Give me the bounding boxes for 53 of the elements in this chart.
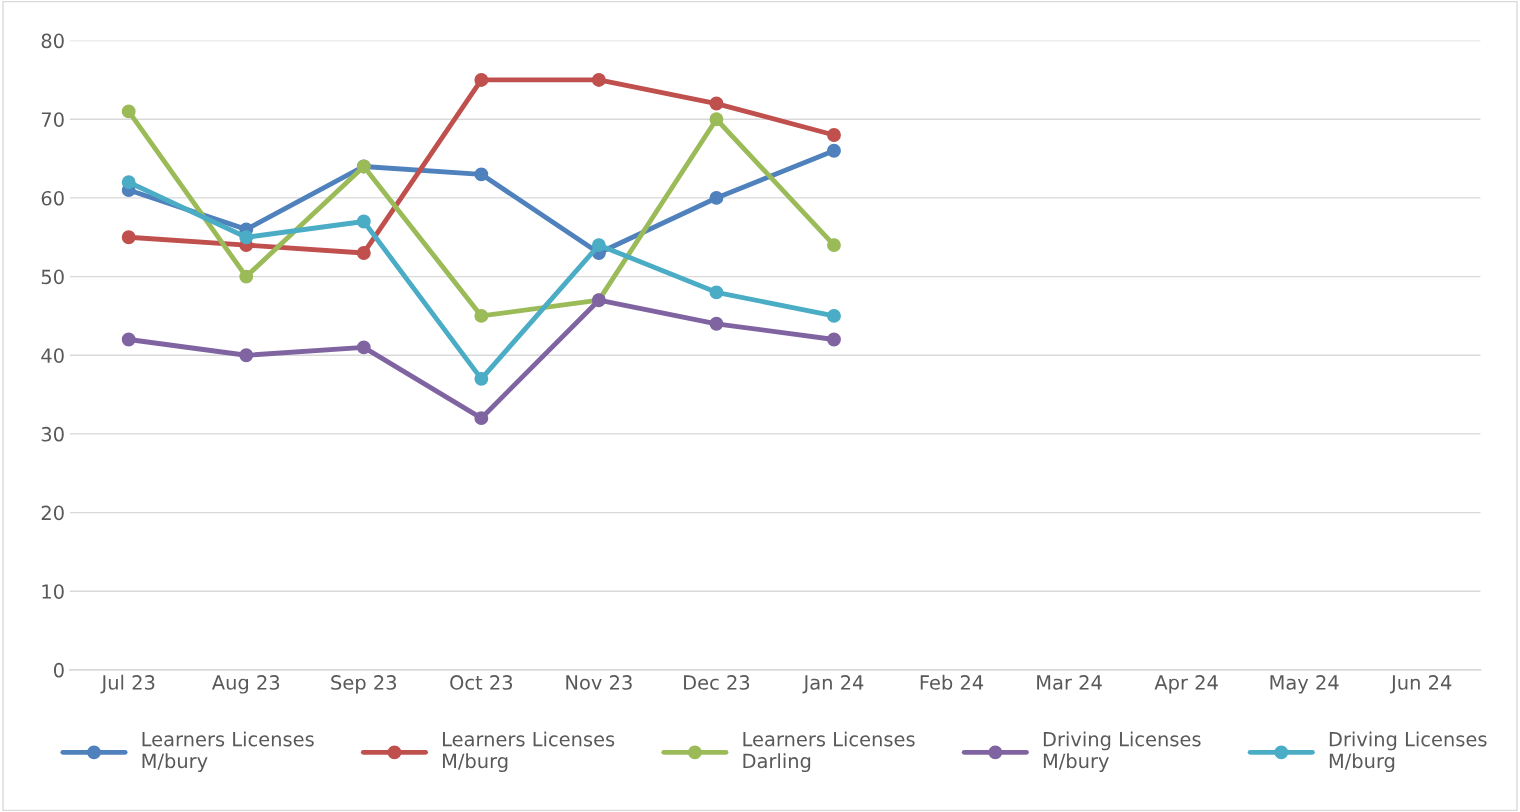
point: [827, 332, 841, 347]
x-tick-label: Mar 24: [1037, 675, 1102, 690]
x-tick-label: Apr 24: [1154, 675, 1218, 694]
y-tick-label: 60: [41, 190, 64, 206]
point: [827, 238, 841, 253]
legend-label: Learners Licenses Darling: [743, 731, 915, 773]
point: [474, 308, 489, 323]
x-tick-label: Jan 24: [802, 675, 864, 694]
x-tick-label: Nov 23: [566, 675, 632, 690]
x-tick-label: Feb 24: [920, 674, 984, 690]
x-tick-label: May 24: [1270, 675, 1339, 694]
y-tick-label: 40: [41, 348, 64, 363]
y-tick-label: 0: [53, 662, 64, 678]
point: [474, 72, 489, 87]
point: [709, 96, 724, 111]
point: [709, 190, 724, 205]
x-tick-label: Oct 23: [450, 675, 513, 690]
point: [474, 371, 489, 386]
y-tick-label: 80: [41, 33, 64, 49]
point: [239, 230, 254, 245]
point: [474, 167, 489, 182]
point: [709, 112, 724, 127]
point: [239, 348, 254, 363]
point: [709, 285, 724, 300]
point: [356, 340, 371, 355]
point: [591, 238, 606, 253]
point: [591, 72, 606, 87]
point: [356, 214, 371, 229]
y-tick-label: 50: [41, 269, 64, 285]
y-tick-label: 10: [42, 584, 64, 599]
x-tick-label: Jul 23: [100, 674, 155, 694]
legend-label: Driving Licenses M/burg: [1329, 731, 1487, 773]
x-tick-label: Aug 23: [211, 675, 280, 694]
x-tick-label: Jun 24: [1390, 675, 1452, 694]
point: [474, 411, 489, 426]
point: [827, 128, 841, 142]
point: [827, 143, 841, 158]
legend-label: Learners Licenses M/bury: [142, 731, 314, 773]
point: [356, 246, 371, 260]
x-tick-label: Dec 23: [684, 675, 750, 690]
y-tick-label: 20: [41, 505, 64, 521]
y-tick-label: 30: [41, 426, 64, 442]
point: [239, 269, 254, 284]
point: [121, 230, 136, 245]
legend-label: Learners Licenses M/burg: [443, 731, 615, 773]
x-tick-label: Sep 23: [331, 675, 397, 694]
legend-label: Driving Licenses M/bury: [1043, 731, 1201, 773]
point: [121, 175, 136, 190]
y-tick-label: 70: [41, 112, 64, 127]
point: [709, 316, 724, 331]
point: [121, 104, 136, 119]
point: [827, 308, 841, 323]
point: [121, 332, 136, 347]
